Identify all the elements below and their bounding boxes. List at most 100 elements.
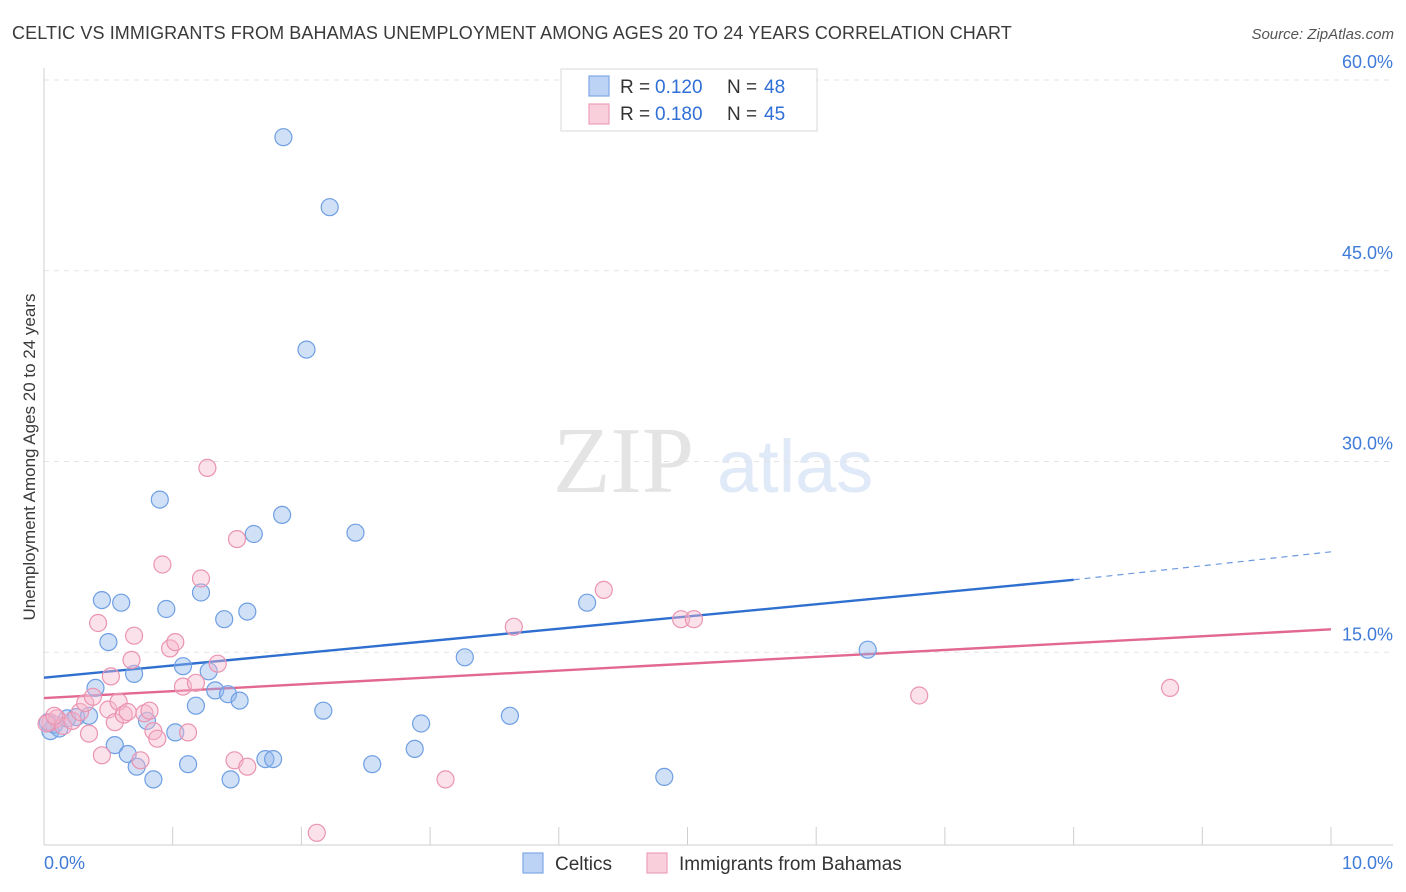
bahamas-point-43 bbox=[37, 714, 56, 733]
bahamas-point-37 bbox=[504, 617, 523, 636]
legend-r-label-bahamas: R = bbox=[620, 104, 655, 125]
bahamas-point-27 bbox=[179, 723, 198, 742]
celtics-point-17 bbox=[157, 599, 176, 619]
celtics-point-8 bbox=[99, 632, 118, 652]
celtics-point-33 bbox=[273, 505, 292, 525]
celtics-point-30 bbox=[244, 524, 263, 544]
legend-r-value-celtics: 0.120 bbox=[655, 77, 703, 98]
chart-title: CELTIC VS IMMIGRANTS FROM BAHAMAS UNEMPL… bbox=[12, 23, 1012, 43]
bottom-legend-swatch-bahamas bbox=[646, 852, 668, 874]
celtics-point-38 bbox=[346, 523, 365, 542]
bahamas-point-34 bbox=[238, 757, 257, 776]
legend-n-label-bahamas: N = bbox=[727, 104, 762, 125]
celtics-point-27 bbox=[221, 770, 240, 789]
celtics-point-39 bbox=[363, 755, 382, 774]
celtics-point-10 bbox=[112, 593, 131, 612]
y-tick-label-0: 15.0% bbox=[1342, 624, 1393, 644]
celtics-point-20 bbox=[179, 755, 198, 774]
celtics-point-25 bbox=[215, 610, 234, 629]
celtics-point-9 bbox=[105, 735, 124, 755]
celtics-point-45 bbox=[655, 767, 674, 787]
bahamas-point-16 bbox=[122, 650, 141, 670]
bahamas-point-31 bbox=[208, 654, 227, 673]
celtics-point-7 bbox=[92, 590, 112, 610]
bahamas-point-4 bbox=[70, 702, 90, 722]
legend-n-label-celtics: N = bbox=[727, 77, 762, 98]
celtics-point-35 bbox=[297, 340, 316, 359]
legend-n-value-bahamas: 45 bbox=[764, 104, 785, 125]
celtics-point-26 bbox=[218, 685, 238, 704]
bahamas-point-19 bbox=[135, 704, 154, 723]
points-layer bbox=[37, 128, 1180, 842]
x-tick-label-min: 0.0% bbox=[44, 853, 85, 873]
celtics-point-41 bbox=[412, 714, 431, 733]
bottom-legend: Celtics Immigrants from Bahamas bbox=[522, 852, 902, 875]
celtics-point-16 bbox=[150, 490, 169, 509]
y-tick-label-3: 60.0% bbox=[1342, 52, 1393, 72]
celtics-point-22 bbox=[191, 583, 211, 602]
celtics-point-37 bbox=[320, 198, 339, 217]
celtics-point-18 bbox=[166, 723, 185, 742]
bahamas-point-35 bbox=[307, 823, 326, 842]
bahamas-point-22 bbox=[148, 729, 167, 748]
bahamas-point-18 bbox=[131, 751, 150, 770]
celtics-point-46 bbox=[858, 640, 877, 659]
bahamas-point-9 bbox=[92, 746, 112, 765]
bottom-legend-label-bahamas: Immigrants from Bahamas bbox=[679, 854, 902, 875]
bahamas-point-20 bbox=[140, 701, 159, 720]
bahamas-point-39 bbox=[671, 610, 691, 629]
y-axis-label: Unemployment Among Ages 20 to 24 years bbox=[20, 294, 39, 621]
celtics-point-15 bbox=[144, 770, 163, 789]
celtics-point-32 bbox=[264, 749, 283, 769]
axis-layer: 15.0% 30.0% 45.0% 60.0% bbox=[43, 52, 1393, 846]
legend-swatch-bahamas bbox=[588, 103, 610, 125]
bahamas-point-28 bbox=[186, 673, 205, 692]
bahamas-point-42 bbox=[1160, 678, 1180, 698]
bahamas-point-38 bbox=[594, 580, 613, 600]
celtics-point-40 bbox=[405, 739, 424, 759]
trend-layer bbox=[43, 551, 1332, 700]
celtics-trend-line bbox=[43, 578, 1074, 679]
top-legend: R = 0.120 N = 48 R = 0.180 N = 45 bbox=[560, 68, 818, 132]
grid-layer bbox=[44, 79, 1393, 653]
celtics-trend-line-extension bbox=[1073, 551, 1332, 581]
bahamas-point-11 bbox=[101, 667, 121, 686]
celtics-point-19 bbox=[173, 657, 193, 676]
bahamas-point-30 bbox=[198, 458, 217, 477]
bahamas-trend-line bbox=[43, 628, 1332, 700]
bahamas-point-36 bbox=[436, 770, 455, 789]
legend-r-value-bahamas: 0.180 bbox=[655, 104, 703, 125]
bahamas-point-40 bbox=[684, 610, 704, 629]
celtics-point-34 bbox=[274, 128, 293, 147]
celtics-point-36 bbox=[314, 701, 333, 720]
legend-swatch-celtics bbox=[588, 75, 610, 97]
bahamas-point-29 bbox=[191, 569, 211, 588]
bahamas-point-23 bbox=[153, 555, 172, 574]
legend-r-label-celtics: R = bbox=[620, 77, 655, 98]
celtics-point-42 bbox=[455, 648, 474, 667]
y-tick-label-2: 45.0% bbox=[1342, 243, 1393, 263]
bahamas-point-41 bbox=[910, 686, 929, 705]
bottom-legend-swatch-celtics bbox=[522, 852, 544, 874]
bahamas-point-25 bbox=[166, 632, 185, 652]
bottom-legend-label-celtics: Celtics bbox=[555, 854, 612, 875]
celtics-point-31 bbox=[256, 749, 275, 769]
bahamas-point-44 bbox=[45, 706, 64, 725]
bahamas-point-1 bbox=[47, 709, 67, 728]
celtics-point-43 bbox=[500, 706, 519, 725]
chart-source: Source: ZipAtlas.com bbox=[1251, 26, 1394, 43]
bahamas-point-6 bbox=[79, 724, 99, 743]
y-tick-label-1: 30.0% bbox=[1342, 434, 1393, 454]
celtics-point-29 bbox=[238, 602, 257, 621]
bahamas-point-7 bbox=[83, 687, 103, 706]
celtics-point-44 bbox=[577, 593, 597, 612]
bahamas-point-8 bbox=[88, 613, 108, 633]
celtics-point-12 bbox=[125, 664, 144, 684]
celtics-point-28 bbox=[230, 691, 249, 710]
celtics-point-21 bbox=[186, 696, 205, 715]
x-tick-label-max: 10.0% bbox=[1342, 853, 1393, 873]
watermark-atlas: atlas bbox=[717, 425, 873, 508]
bahamas-point-17 bbox=[125, 626, 144, 645]
